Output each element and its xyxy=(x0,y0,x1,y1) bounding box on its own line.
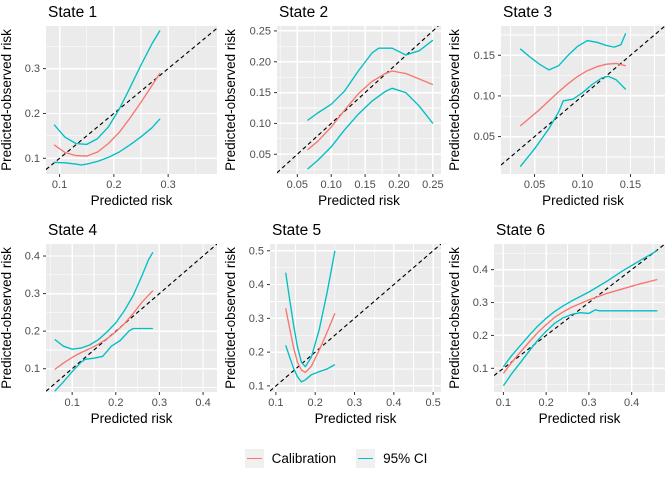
legend-key-95ci xyxy=(356,448,376,468)
panel-state-3: 0.05 0.10 0.15 0.05 0.10 0.15 State 3 Predicted… xyxy=(448,0,672,218)
svg-text:State 2: State 2 xyxy=(279,4,328,21)
svg-text:0.20: 0.20 xyxy=(388,179,409,191)
legend-item-95ci: 95% CI xyxy=(356,448,428,468)
svg-text:0.3: 0.3 xyxy=(160,179,175,191)
panel-state-4: 0.1 0.2 0.3 0.4 0.1 0.2 0.3 0.4 State 4 Predicted… xyxy=(0,218,224,436)
svg-text:State 5: State 5 xyxy=(272,222,321,239)
svg-text:0.2: 0.2 xyxy=(106,179,121,191)
svg-text:0.1: 0.1 xyxy=(52,179,67,191)
svg-text:0.2: 0.2 xyxy=(108,397,123,409)
svg-text:0.10: 0.10 xyxy=(321,179,342,191)
legend-key-calibration xyxy=(244,448,264,468)
svg-text:Predicted-observed risk: Predicted-observed risk xyxy=(448,29,462,171)
svg-text:0.15: 0.15 xyxy=(474,50,495,62)
svg-text:0.1: 0.1 xyxy=(496,397,511,409)
svg-text:0.10: 0.10 xyxy=(572,179,593,191)
svg-text:0.3: 0.3 xyxy=(25,288,40,300)
legend-item-calibration: Calibration xyxy=(244,448,337,468)
legend: Calibration 95% CI xyxy=(0,436,672,480)
svg-text:Predicted-observed risk: Predicted-observed risk xyxy=(224,247,238,389)
svg-text:0.5: 0.5 xyxy=(425,397,440,409)
svg-text:0.1: 0.1 xyxy=(473,363,488,375)
svg-text:0.4: 0.4 xyxy=(624,397,639,409)
svg-text:0.10: 0.10 xyxy=(250,118,271,130)
svg-text:0.3: 0.3 xyxy=(152,397,167,409)
svg-text:0.05: 0.05 xyxy=(474,131,495,143)
svg-text:0.4: 0.4 xyxy=(386,397,401,409)
svg-text:Predicted-observed risk: Predicted-observed risk xyxy=(0,29,14,171)
svg-text:0.2: 0.2 xyxy=(308,397,323,409)
svg-text:0.3: 0.3 xyxy=(473,297,488,309)
chart-state-5: 0.1 0.2 0.3 0.4 0.5 0.1 0.2 0.3 0.4 0.5 State 5 Pre… xyxy=(224,222,441,426)
svg-text:Predicted risk: Predicted risk xyxy=(542,193,624,208)
svg-text:0.15: 0.15 xyxy=(620,179,641,191)
panel-state-2: 0.05 0.10 0.15 0.20 0.25 0.05 0.10 0.15 0.20 0.25… xyxy=(224,0,448,218)
svg-text:0.1: 0.1 xyxy=(65,397,80,409)
svg-text:0.3: 0.3 xyxy=(25,63,40,75)
svg-text:Predicted risk: Predicted risk xyxy=(318,193,400,208)
panel-state-1: 0.1 0.2 0.3 0.1 0.2 0.3 State 1 Predicted risk P… xyxy=(0,0,224,218)
panel-state-5: 0.1 0.2 0.3 0.4 0.5 0.1 0.2 0.3 0.4 0.5 State 5 Pre… xyxy=(224,218,448,436)
svg-text:Predicted-observed risk: Predicted-observed risk xyxy=(224,29,238,171)
svg-text:Predicted risk: Predicted risk xyxy=(91,411,173,426)
svg-text:0.2: 0.2 xyxy=(249,347,264,359)
svg-text:0.1: 0.1 xyxy=(268,397,283,409)
panel-state-6: 0.1 0.2 0.3 0.4 0.1 0.2 0.3 0.4 State 6 Predicted… xyxy=(448,218,672,436)
svg-text:Predicted risk: Predicted risk xyxy=(539,411,621,426)
svg-text:0.25: 0.25 xyxy=(250,25,271,37)
chart-state-2: 0.05 0.10 0.15 0.20 0.25 0.05 0.10 0.15 0.20 0.25… xyxy=(224,4,444,208)
svg-text:0.2: 0.2 xyxy=(539,397,554,409)
svg-text:0.2: 0.2 xyxy=(25,326,40,338)
chart-state-3: 0.05 0.10 0.15 0.05 0.10 0.15 State 3 Predicted… xyxy=(448,4,665,208)
legend-label-95ci: 95% CI xyxy=(383,450,428,466)
svg-text:0.3: 0.3 xyxy=(249,313,264,325)
svg-text:0.2: 0.2 xyxy=(473,330,488,342)
legend-label-calibration: Calibration xyxy=(271,450,337,466)
svg-text:0.4: 0.4 xyxy=(473,264,488,276)
svg-text:0.1: 0.1 xyxy=(25,153,40,165)
svg-text:Predicted risk: Predicted risk xyxy=(315,411,397,426)
svg-text:Predicted-observed risk: Predicted-observed risk xyxy=(448,247,462,389)
svg-text:0.20: 0.20 xyxy=(250,56,271,68)
svg-text:Predicted-observed risk: Predicted-observed risk xyxy=(0,247,14,389)
chart-state-6: 0.1 0.2 0.3 0.4 0.1 0.2 0.3 0.4 State 6 Predicted… xyxy=(448,222,665,426)
svg-text:0.15: 0.15 xyxy=(250,87,271,99)
svg-text:0.3: 0.3 xyxy=(347,397,362,409)
svg-text:0.10: 0.10 xyxy=(474,90,495,102)
ci-line-swatch xyxy=(358,457,374,459)
chart-state-4: 0.1 0.2 0.3 0.4 0.1 0.2 0.3 0.4 State 4 Predicted… xyxy=(0,222,217,426)
svg-text:0.05: 0.05 xyxy=(250,149,271,161)
svg-text:State 4: State 4 xyxy=(48,222,97,239)
calibration-plots-grid: 0.1 0.2 0.3 0.1 0.2 0.3 State 1 Predicted risk P… xyxy=(0,0,672,436)
svg-text:0.4: 0.4 xyxy=(25,251,40,263)
svg-text:0.2: 0.2 xyxy=(25,108,40,120)
svg-text:0.05: 0.05 xyxy=(524,179,545,191)
svg-text:0.4: 0.4 xyxy=(249,279,264,291)
chart-state-1: 0.1 0.2 0.3 0.1 0.2 0.3 State 1 Predicted risk P… xyxy=(0,4,217,208)
svg-text:Predicted risk: Predicted risk xyxy=(91,193,173,208)
svg-text:State 6: State 6 xyxy=(496,222,545,239)
svg-text:0.05: 0.05 xyxy=(287,179,308,191)
svg-text:0.5: 0.5 xyxy=(249,245,264,257)
svg-text:0.15: 0.15 xyxy=(354,179,375,191)
svg-text:0.1: 0.1 xyxy=(249,380,264,392)
svg-text:0.1: 0.1 xyxy=(25,363,40,375)
svg-text:State 1: State 1 xyxy=(48,4,97,21)
svg-text:0.4: 0.4 xyxy=(195,397,210,409)
svg-text:0.25: 0.25 xyxy=(422,179,443,191)
svg-text:State 3: State 3 xyxy=(503,4,552,21)
calibration-line-swatch xyxy=(246,457,262,459)
svg-text:0.3: 0.3 xyxy=(581,397,596,409)
